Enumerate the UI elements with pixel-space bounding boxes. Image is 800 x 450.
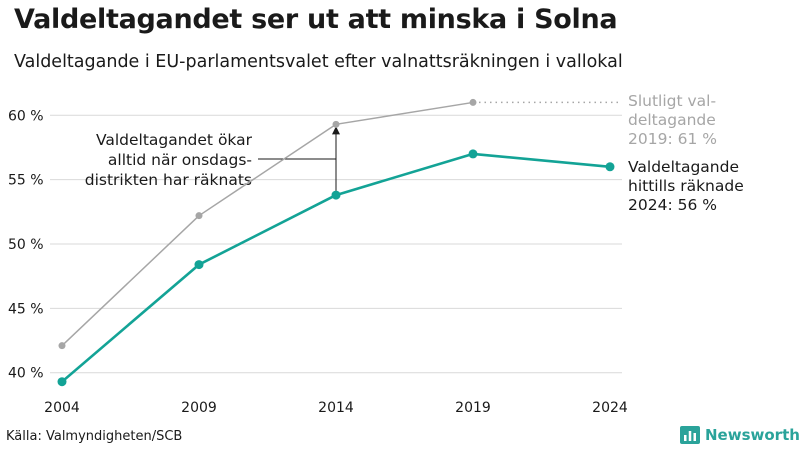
final-series-label-line: 2019: 61 %	[628, 130, 717, 148]
brand-name: Newsworthy	[705, 426, 800, 444]
data-point-final	[58, 342, 66, 350]
counted-series-label-line: hittills räknade	[628, 177, 744, 195]
final-series-label-line: deltagande	[628, 111, 716, 129]
y-tick-label: 55 %	[8, 173, 44, 189]
series-line-final	[61, 101, 474, 347]
data-point-counted	[605, 162, 615, 172]
data-point-final	[469, 98, 477, 106]
data-point-counted	[194, 260, 204, 270]
annotation-arrow-head	[332, 126, 340, 135]
x-tick-label: 2009	[181, 400, 217, 416]
final-series-label-line: Slutligt val-	[628, 92, 716, 110]
y-tick-label: 45 %	[8, 301, 44, 317]
data-point-final	[332, 120, 340, 128]
annotation-layer: Valdeltagandet ökar alltid när onsdags-di…	[85, 101, 622, 192]
y-tick-label: 60 %	[8, 108, 44, 124]
annotation-note-line: distrikten har räknats	[85, 171, 252, 189]
counted-series-label-line: 2024: 56 %	[628, 196, 717, 214]
series-layer	[57, 98, 615, 387]
y-tick-label: 40 %	[8, 366, 44, 382]
data-point-final	[195, 212, 203, 220]
source-note: Källa: Valmyndigheten/SCB	[6, 429, 183, 444]
x-tick-label: 2014	[318, 400, 354, 416]
gridlines	[50, 114, 622, 374]
annotation-note-line: Valdeltagandet ökar	[96, 131, 253, 149]
data-point-counted	[468, 149, 478, 159]
counted-series-label-line: Valdeltagande	[628, 158, 739, 176]
x-tick-label: 2019	[455, 400, 491, 416]
annotation-note-line: alltid när onsdags-	[108, 151, 252, 169]
x-axis-ticks: 2004 2009 2014 2019 2024	[44, 400, 628, 416]
y-axis-ticks: 40 % 45 % 50 % 55 % 60 %	[8, 108, 44, 381]
chart-title: Valdeltagandet ser ut att minska i Solna	[14, 4, 618, 35]
y-tick-label: 50 %	[8, 237, 44, 253]
data-point-counted	[331, 190, 341, 200]
x-tick-label: 2004	[44, 400, 80, 416]
data-point-counted	[57, 377, 67, 387]
x-tick-label: 2024	[592, 400, 628, 416]
bar-chart-icon	[680, 426, 700, 444]
chart-subtitle: Valdeltagande i EU-parlamentsvalet efter…	[14, 52, 623, 72]
brand-logo: Newsworthy	[680, 426, 800, 444]
